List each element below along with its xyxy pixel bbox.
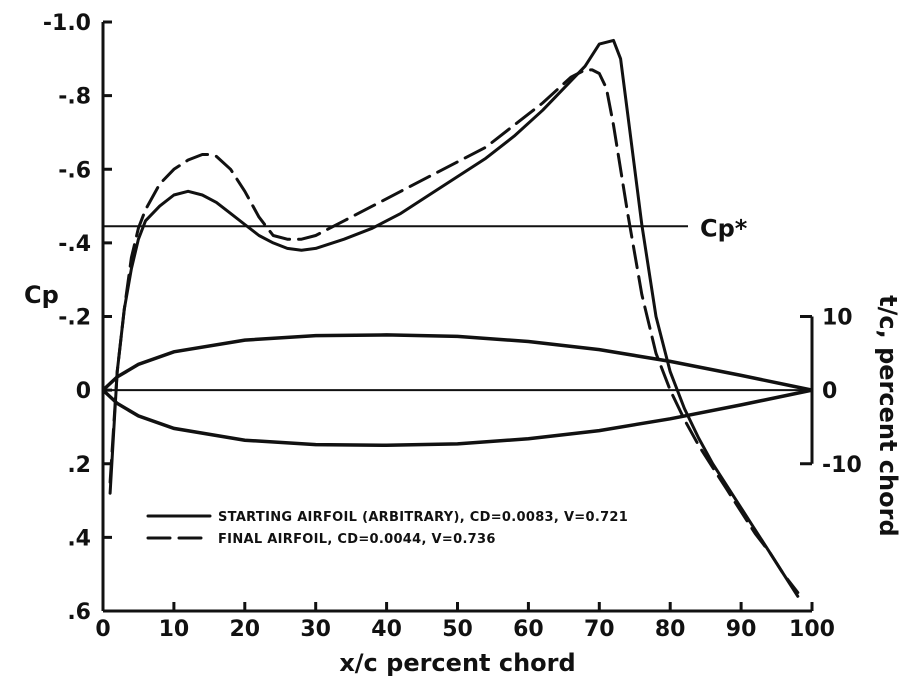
series-final-airfoil [108, 68, 800, 595]
y-tick-label: -.4 [58, 232, 91, 257]
x-tick-label: 70 [584, 617, 615, 642]
x-tick-label: 30 [300, 617, 331, 642]
ticks-group: 0 10 20 30 40 50 60 70 80 90 100-1.0-.8-.6-.4-.20.… [24, 11, 900, 677]
y-axis-label: Cp [24, 281, 59, 309]
y-tick-label: .2 [67, 453, 91, 478]
y2-tick-label: -10 [822, 453, 862, 478]
x-tick-label: 50 [442, 617, 473, 642]
x-tick-label: 60 [513, 617, 544, 642]
y2-tick-label: 0 [822, 379, 837, 404]
x-tick-label: 10 [159, 617, 190, 642]
legend-group: STARTING AIRFOIL (ARBITRARY), CD=0.0083,… [146, 510, 628, 547]
x-tick-label: 0 [95, 617, 110, 642]
critical-pressure-label: Cp* [700, 214, 748, 242]
x-tick-label: 40 [371, 617, 402, 642]
y-tick-label: .4 [67, 526, 91, 551]
x-tick-label: 100 [789, 617, 835, 642]
series-group [108, 38, 800, 598]
airfoil-upper-surface [101, 333, 813, 392]
legend-label: FINAL AIRFOIL, CD=0.0044, V=0.736 [218, 532, 496, 547]
x-tick-label: 90 [726, 617, 757, 642]
x-axis-label: x/c percent chord [339, 649, 575, 677]
y-tick-label: -1.0 [43, 11, 91, 36]
legend-label: STARTING AIRFOIL (ARBITRARY), CD=0.0083,… [218, 510, 628, 525]
y-tick-label: -.6 [58, 158, 91, 183]
y2-axis-label: t/c, percent chord [874, 295, 900, 536]
annotation-group: Cp* [103, 214, 748, 242]
y-tick-label: 0 [76, 379, 91, 404]
series-starting-airfoil [108, 38, 800, 598]
y-tick-label: -.8 [58, 85, 91, 110]
x-tick-label: 20 [229, 617, 260, 642]
airfoil-lower-surface [101, 388, 813, 448]
y-tick-label: .6 [67, 600, 91, 625]
airfoil-group [101, 333, 813, 448]
y-tick-label: -.2 [58, 306, 91, 331]
x-tick-label: 80 [655, 617, 686, 642]
y2-tick-label: 10 [822, 306, 853, 331]
